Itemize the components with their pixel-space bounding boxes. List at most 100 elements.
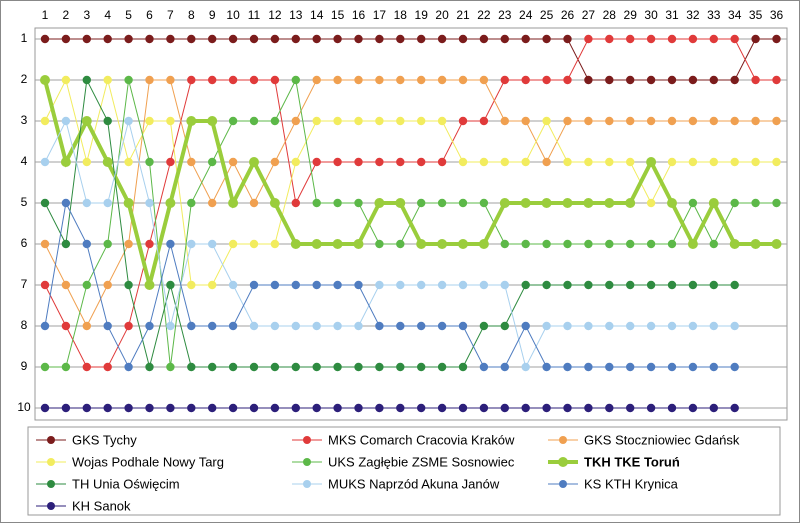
x-tick-label: 13 [289, 8, 303, 22]
data-point [166, 75, 175, 85]
data-point [375, 321, 384, 331]
data-point [249, 239, 259, 249]
series-line [43, 79, 777, 286]
data-point [228, 75, 238, 85]
data-point [228, 198, 239, 208]
data-point [354, 362, 363, 372]
data-point [646, 75, 656, 85]
data-point [605, 75, 614, 85]
legend-label: MUKS Naprzód Akuna Janów [328, 476, 500, 491]
data-point [541, 198, 552, 208]
x-tick-label: 9 [209, 8, 216, 22]
data-point [584, 280, 593, 290]
data-point [228, 362, 238, 372]
data-point [396, 75, 405, 85]
data-point [145, 157, 154, 167]
x-tick-label: 24 [519, 8, 533, 22]
data-point [667, 116, 677, 126]
data-point [103, 75, 112, 85]
data-point [61, 362, 71, 372]
data-point [667, 157, 677, 167]
data-point [542, 34, 551, 44]
data-point [61, 116, 71, 126]
data-point [249, 403, 259, 413]
data-point [500, 75, 509, 85]
data-point [730, 75, 739, 85]
data-point [646, 280, 656, 290]
data-point [396, 362, 405, 372]
data-point [103, 403, 112, 413]
data-point [688, 198, 698, 208]
data-point [626, 75, 635, 85]
data-point [81, 116, 92, 126]
data-point [521, 362, 530, 372]
data-point [123, 198, 134, 208]
data-point [584, 157, 593, 167]
data-point [124, 280, 133, 290]
data-point [61, 198, 71, 208]
data-point [40, 403, 50, 413]
data-point [396, 280, 405, 290]
data-point [479, 280, 489, 290]
data-point [542, 362, 551, 372]
data-point [751, 116, 760, 126]
y-tick-label: 6 [21, 236, 28, 250]
y-tick-label: 9 [21, 359, 28, 373]
data-point [500, 157, 509, 167]
data-point [500, 280, 509, 290]
data-point [521, 239, 530, 249]
legend-label: Wojas Podhale Nowy Targ [72, 454, 224, 469]
data-point [688, 34, 698, 44]
data-point [396, 321, 405, 331]
data-point [208, 321, 217, 331]
legend-label: GKS Tychy [72, 432, 137, 447]
series-line [44, 119, 735, 369]
data-point [458, 157, 468, 167]
data-point [291, 280, 300, 290]
data-point [375, 75, 384, 85]
data-point [437, 280, 447, 290]
x-tick-label: 20 [435, 8, 449, 22]
data-point [291, 198, 300, 208]
data-point [604, 198, 615, 208]
data-point [563, 362, 572, 372]
legend-swatch-marker [559, 436, 567, 444]
data-point [166, 34, 175, 44]
data-point [563, 239, 572, 249]
data-point [82, 34, 92, 44]
data-point [82, 75, 92, 85]
x-tick-label: 5 [125, 8, 132, 22]
data-point [667, 403, 677, 413]
data-point [626, 239, 635, 249]
data-point [396, 34, 405, 44]
data-point [751, 34, 760, 44]
data-point [626, 403, 635, 413]
data-point [730, 34, 739, 44]
data-point [145, 116, 154, 126]
data-point [605, 321, 614, 331]
data-point [771, 239, 782, 249]
data-point [542, 116, 551, 126]
data-point [667, 280, 677, 290]
data-point [563, 280, 572, 290]
data-point [311, 239, 322, 249]
data-point [417, 116, 426, 126]
data-point [688, 280, 698, 290]
data-point [332, 239, 343, 249]
data-point [187, 198, 196, 208]
legend-label: GKS Stoczniowiec Gdańsk [584, 432, 740, 447]
data-point [688, 157, 698, 167]
x-tick-label: 1 [42, 8, 49, 22]
data-point [709, 116, 718, 126]
data-point [82, 362, 92, 372]
x-tick-label: 21 [456, 8, 470, 22]
data-point [82, 239, 92, 249]
data-point [145, 198, 154, 208]
y-tick-label: 5 [21, 195, 28, 209]
legend-swatch-marker [559, 480, 567, 488]
legend-swatch-marker [47, 458, 55, 466]
data-point [207, 116, 218, 126]
data-point [478, 239, 489, 249]
data-point [751, 198, 760, 208]
data-point [417, 198, 426, 208]
